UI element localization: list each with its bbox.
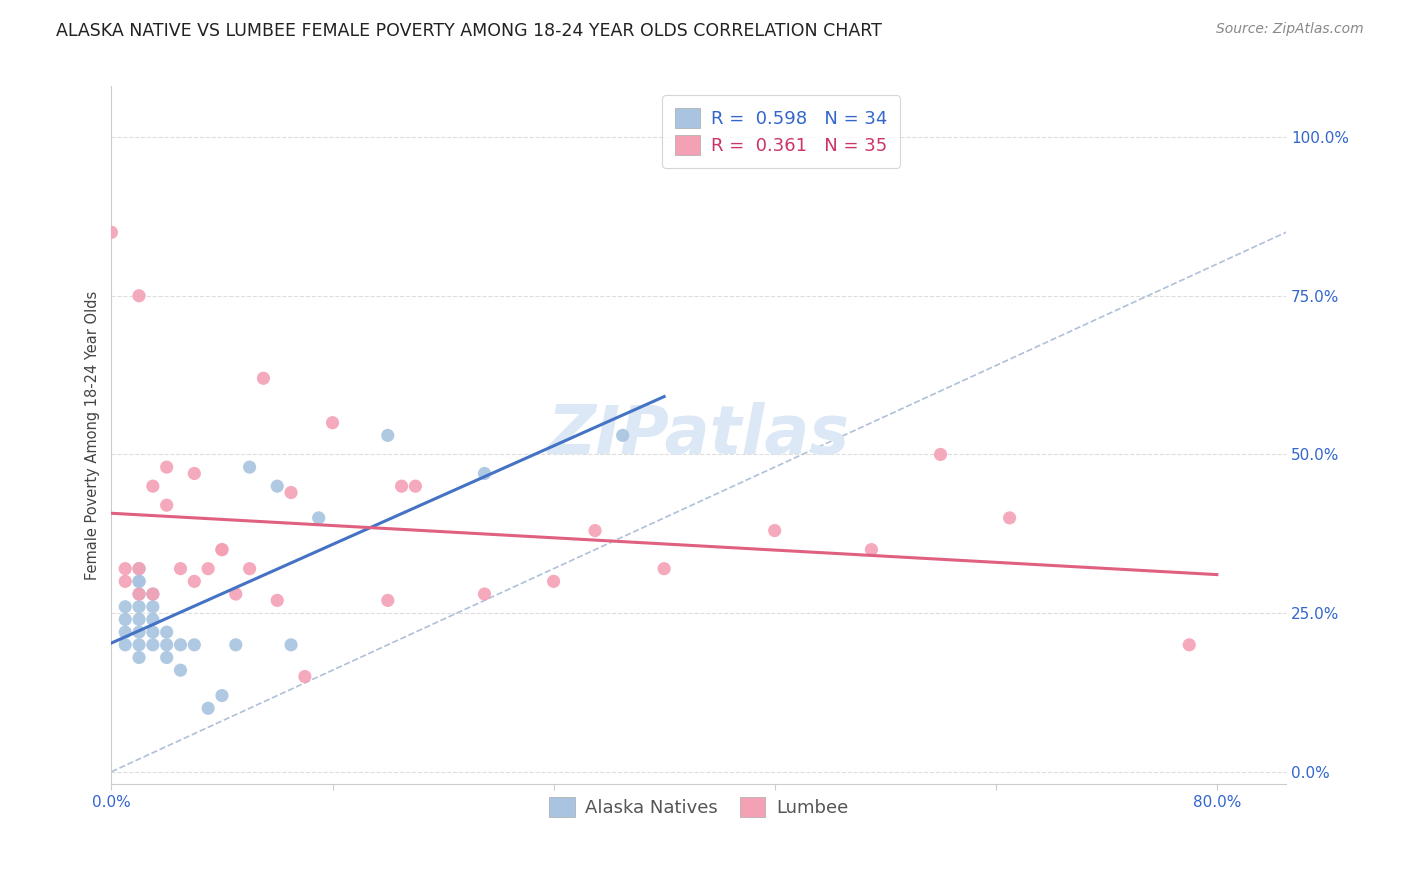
- Point: [114, 612, 136, 626]
- Point: [239, 562, 262, 576]
- Point: [156, 460, 179, 475]
- Point: [156, 625, 179, 640]
- Point: [377, 428, 399, 442]
- Point: [998, 511, 1021, 525]
- Point: [183, 574, 205, 589]
- Point: [156, 498, 179, 512]
- Y-axis label: Female Poverty Among 18-24 Year Olds: Female Poverty Among 18-24 Year Olds: [86, 291, 100, 580]
- Point: [239, 460, 262, 475]
- Point: [142, 612, 165, 626]
- Point: [763, 524, 786, 538]
- Point: [294, 669, 316, 683]
- Point: [142, 599, 165, 614]
- Legend: Alaska Natives, Lumbee: Alaska Natives, Lumbee: [543, 790, 855, 824]
- Point: [183, 638, 205, 652]
- Point: [211, 689, 233, 703]
- Point: [404, 479, 426, 493]
- Point: [142, 587, 165, 601]
- Point: [142, 479, 165, 493]
- Text: Source: ZipAtlas.com: Source: ZipAtlas.com: [1216, 22, 1364, 37]
- Point: [543, 574, 565, 589]
- Point: [128, 612, 150, 626]
- Point: [474, 467, 496, 481]
- Point: [128, 289, 150, 303]
- Point: [225, 638, 247, 652]
- Point: [474, 587, 496, 601]
- Point: [197, 701, 219, 715]
- Point: [128, 574, 150, 589]
- Point: [280, 485, 302, 500]
- Point: [114, 599, 136, 614]
- Point: [128, 562, 150, 576]
- Point: [114, 574, 136, 589]
- Point: [308, 511, 330, 525]
- Point: [612, 428, 634, 442]
- Point: [128, 587, 150, 601]
- Text: ALASKA NATIVE VS LUMBEE FEMALE POVERTY AMONG 18-24 YEAR OLDS CORRELATION CHART: ALASKA NATIVE VS LUMBEE FEMALE POVERTY A…: [56, 22, 882, 40]
- Point: [197, 562, 219, 576]
- Point: [128, 574, 150, 589]
- Point: [128, 625, 150, 640]
- Point: [211, 542, 233, 557]
- Point: [128, 638, 150, 652]
- Point: [183, 467, 205, 481]
- Point: [377, 593, 399, 607]
- Point: [860, 542, 883, 557]
- Point: [128, 650, 150, 665]
- Text: ZIPatlas: ZIPatlas: [548, 402, 849, 468]
- Point: [169, 638, 191, 652]
- Point: [652, 562, 675, 576]
- Point: [321, 416, 343, 430]
- Point: [929, 447, 952, 461]
- Point: [128, 599, 150, 614]
- Point: [100, 225, 122, 239]
- Point: [266, 479, 288, 493]
- Point: [142, 587, 165, 601]
- Point: [169, 663, 191, 677]
- Point: [142, 638, 165, 652]
- Point: [391, 479, 413, 493]
- Point: [156, 638, 179, 652]
- Point: [583, 524, 606, 538]
- Point: [211, 542, 233, 557]
- Point: [114, 562, 136, 576]
- Point: [280, 638, 302, 652]
- Point: [266, 593, 288, 607]
- Point: [252, 371, 274, 385]
- Point: [128, 587, 150, 601]
- Point: [142, 625, 165, 640]
- Point: [114, 625, 136, 640]
- Point: [114, 638, 136, 652]
- Point: [128, 562, 150, 576]
- Point: [169, 562, 191, 576]
- Point: [225, 587, 247, 601]
- Point: [1178, 638, 1201, 652]
- Point: [156, 650, 179, 665]
